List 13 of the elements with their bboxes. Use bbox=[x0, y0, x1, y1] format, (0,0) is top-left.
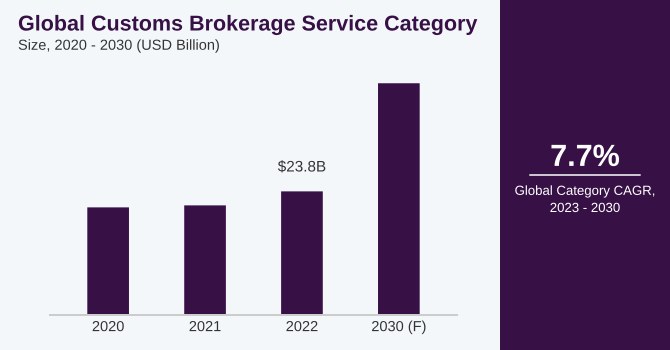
x-tick-label: 2020 bbox=[92, 320, 124, 332]
text: 7.7% bbox=[551, 144, 620, 166]
bar bbox=[184, 205, 226, 315]
x-tick-label: 2021 bbox=[190, 320, 221, 332]
bar bbox=[87, 207, 129, 315]
chart-title: Global Customs Brokerage Service Category bbox=[18, 14, 478, 36]
x-tick-label: 2030 (F) bbox=[372, 320, 426, 334]
bar bbox=[378, 83, 420, 315]
chart-subtitle: Size, 2020 - 2030 (USD Billion) bbox=[18, 39, 219, 53]
bar bbox=[281, 191, 323, 315]
text: Global Category CAGR, 2023 - 2030 bbox=[515, 185, 654, 212]
data-label: $23.8B bbox=[278, 160, 326, 173]
x-tick-label: 2022 bbox=[286, 320, 318, 332]
